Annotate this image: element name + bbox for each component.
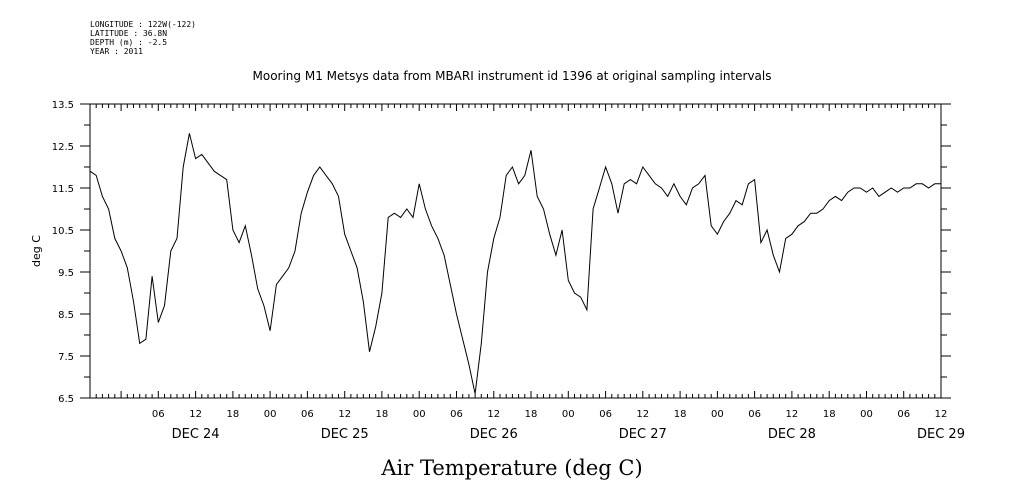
x-tick-label: 00	[264, 409, 277, 420]
x-tick-label: 12	[189, 409, 202, 420]
x-tick-label: 12	[636, 409, 649, 420]
y-tick-label: 8.5	[58, 310, 74, 321]
x-tick-label: 00	[562, 409, 575, 420]
y-tick-label: 6.5	[58, 394, 74, 405]
y-tick-label: 13.5	[52, 100, 74, 111]
x-tick-label: 18	[227, 409, 240, 420]
day-label: DEC 26	[470, 427, 518, 442]
x-tick-label: 18	[823, 409, 836, 420]
day-label: DEC 29	[917, 427, 965, 442]
day-label: DEC 27	[619, 427, 667, 442]
x-tick-label: 18	[674, 409, 687, 420]
y-tick-label: 12.5	[52, 142, 74, 153]
x-tick-label: 06	[599, 409, 612, 420]
year-text: YEAR : 2011	[90, 47, 143, 56]
y-tick-label: 7.5	[58, 352, 74, 363]
x-tick-label: 06	[748, 409, 761, 420]
y-tick-labels: 6.5 7.5 8.5 9.5 10.5 11.5 12.5 13.5	[52, 100, 74, 405]
depth-text: DEPTH (m) : -2.5	[90, 38, 168, 47]
plot-frame	[89, 103, 942, 399]
x-tick-label: 00	[413, 409, 426, 420]
x-tick-label: 12	[786, 409, 799, 420]
y-tick-label: 10.5	[52, 226, 74, 237]
x-tick-label: 12	[935, 409, 948, 420]
x-axis-label: Air Temperature (deg C)	[380, 456, 642, 480]
mooring-metadata: LONGITUDE : 122W(-122) LATITUDE : 36.8N …	[90, 20, 196, 56]
day-label: DEC 28	[768, 427, 816, 442]
x-tick-label: 12	[338, 409, 351, 420]
day-label: DEC 24	[172, 427, 220, 442]
x-tick-label: 06	[897, 409, 910, 420]
y-tick-label: 11.5	[52, 184, 74, 195]
axis-ticks	[80, 103, 951, 399]
x-tick-label: 18	[376, 409, 389, 420]
y-axis-label: deg C	[30, 235, 43, 267]
x-tick-label: 00	[711, 409, 724, 420]
x-tick-label: 12	[487, 409, 500, 420]
longitude-text: LONGITUDE : 122W(-122)	[90, 20, 196, 29]
chart-title: Mooring M1 Metsys data from MBARI instru…	[253, 69, 772, 83]
day-label: DEC 25	[321, 427, 369, 442]
x-tick-labels: 06 12 18 00 06 12 18 00 06 12 18 00 06 12 18 00 06 12 18 00…	[152, 409, 947, 420]
air-temperature-line	[89, 133, 941, 394]
latitude-text: LATITUDE : 36.8N	[90, 29, 168, 38]
x-tick-label: 06	[152, 409, 165, 420]
x-tick-label: 00	[860, 409, 873, 420]
y-tick-label: 9.5	[58, 268, 74, 279]
x-tick-label: 06	[450, 409, 463, 420]
x-tick-label: 06	[301, 409, 314, 420]
x-tick-label: 18	[525, 409, 538, 420]
